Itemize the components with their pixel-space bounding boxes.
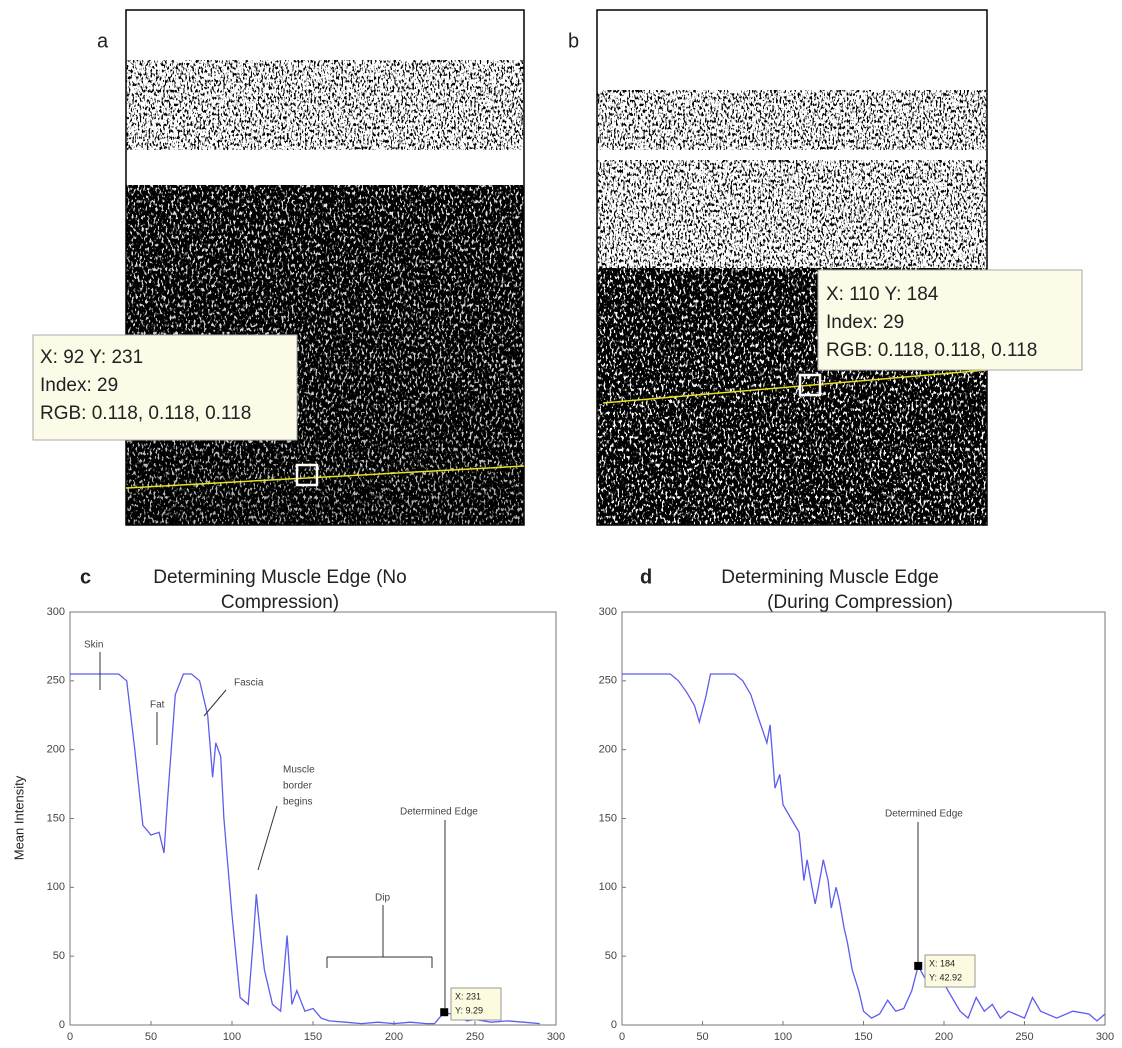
x-tick-label: 0 <box>67 1031 73 1043</box>
plot-frame <box>69 611 557 1026</box>
x-tick-label: 100 <box>223 1031 241 1043</box>
chart-title: (During Compression) <box>767 592 953 613</box>
annotation-line <box>257 805 278 871</box>
annotation: Determined Edge <box>885 809 963 820</box>
y-axis-label: Mean Intensity <box>11 775 26 860</box>
y-tick-label: 0 <box>59 1019 65 1031</box>
annotation: border <box>283 781 313 792</box>
x-tick-label: 50 <box>696 1031 708 1043</box>
datatip-marker <box>440 1008 449 1017</box>
panel-label: d <box>640 566 652 588</box>
y-tick-label: 50 <box>605 950 617 962</box>
ultrasound-b <box>596 9 1083 526</box>
y-tick-label: 300 <box>599 606 617 618</box>
x-tick-label: 100 <box>774 1031 792 1043</box>
x-tick-label: 200 <box>385 1031 403 1043</box>
annotation: Muscle <box>283 765 315 776</box>
tooltip-line: Index: 29 <box>40 375 118 396</box>
x-tick-label: 250 <box>1015 1031 1033 1043</box>
annotation: begins <box>283 797 312 808</box>
datatip-line: Y: 42.92 <box>929 972 962 982</box>
y-tick-label: 100 <box>599 881 617 893</box>
y-tick-label: 150 <box>599 812 617 824</box>
y-tick-label: 200 <box>599 744 617 756</box>
y-tick-label: 150 <box>47 812 65 824</box>
datatip-box <box>924 954 976 988</box>
plot-frame <box>621 611 1106 1026</box>
ultrasound-a <box>32 9 525 526</box>
tooltip-line: RGB: 0.118, 0.118, 0.118 <box>826 340 1037 361</box>
x-tick-label: 0 <box>619 1031 625 1043</box>
chart-title: Compression) <box>221 592 339 613</box>
tooltip-line: RGB: 0.118, 0.118, 0.118 <box>40 403 251 424</box>
datatip-marker <box>914 961 923 970</box>
tooltip <box>32 334 298 441</box>
datatip-box <box>450 987 502 1021</box>
tooltip-line: X: 92 Y: 231 <box>40 347 143 368</box>
y-tick-label: 0 <box>611 1019 617 1031</box>
annotation: Skin <box>84 640 103 651</box>
panel-label: c <box>80 566 91 588</box>
panel-label: b <box>568 30 579 52</box>
y-tick-label: 300 <box>47 606 65 618</box>
annotation: Dip <box>375 893 390 904</box>
x-tick-label: 150 <box>304 1031 322 1043</box>
chart-title: Determining Muscle Edge (No <box>153 567 406 588</box>
annotation: Fat <box>150 700 165 711</box>
y-tick-label: 100 <box>47 881 65 893</box>
tooltip-line: Index: 29 <box>826 312 904 333</box>
data-line <box>70 673 540 1025</box>
x-tick-label: 300 <box>1096 1031 1114 1043</box>
y-tick-label: 200 <box>47 744 65 756</box>
y-tick-label: 250 <box>47 675 65 687</box>
x-tick-label: 200 <box>935 1031 953 1043</box>
chart-title: Determining Muscle Edge <box>721 567 939 588</box>
tooltip-line: X: 110 Y: 184 <box>826 284 939 305</box>
datatip-line: Y: 9.29 <box>455 1005 483 1015</box>
x-tick-label: 50 <box>145 1031 157 1043</box>
datatip-line: X: 184 <box>929 958 955 968</box>
panel-label: a <box>97 30 109 52</box>
datatip-line: X: 231 <box>455 991 481 1001</box>
tooltip <box>817 269 1083 371</box>
y-tick-label: 50 <box>53 950 65 962</box>
x-tick-label: 300 <box>547 1031 565 1043</box>
x-tick-label: 250 <box>466 1031 484 1043</box>
annotation: Determined Edge <box>400 807 478 818</box>
y-tick-label: 250 <box>599 675 617 687</box>
data-line <box>622 673 1106 1022</box>
annotation: Fascia <box>234 678 264 689</box>
annotation-line <box>203 689 227 717</box>
x-tick-label: 150 <box>854 1031 872 1043</box>
